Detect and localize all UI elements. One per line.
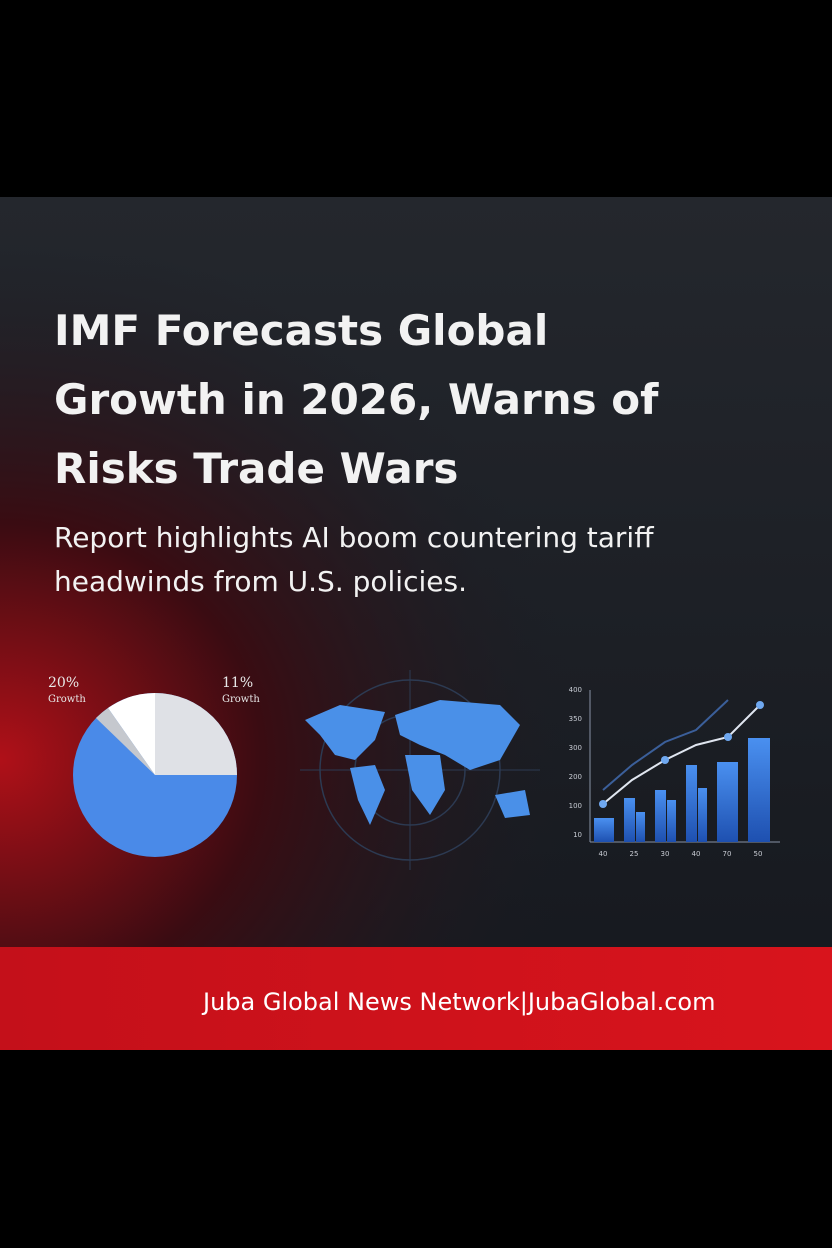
pie-label: Growth: [222, 694, 260, 705]
pie-slice: [155, 693, 237, 775]
axis-label: 10: [573, 831, 582, 839]
title-line: IMF Forecasts Global: [54, 306, 548, 355]
axis-label: 50: [754, 850, 763, 858]
world-map: [300, 670, 540, 870]
axis-label: 25: [630, 850, 639, 858]
title: IMF Forecasts Global Growth in 2026, War…: [54, 306, 659, 493]
title-line: Growth in 2026, Warns of: [54, 375, 659, 424]
axis-label: 30: [661, 850, 670, 858]
axis-label: 300: [569, 744, 582, 752]
pie-label: Growth: [48, 694, 86, 705]
pie: [73, 693, 237, 857]
pie-value: 11%: [222, 675, 253, 691]
title-line: Risks Trade Wars: [54, 444, 458, 493]
axis-label: 40: [599, 850, 608, 858]
pie-slice: [108, 693, 155, 775]
axis-label: 350: [569, 715, 582, 723]
axis-label: 40: [692, 850, 701, 858]
axis-label: 100: [569, 802, 582, 810]
axis-label: 200: [569, 773, 582, 781]
subtitle: Report highlights AI boom countering tar…: [54, 521, 654, 598]
subtitle-line: Report highlights AI boom countering tar…: [54, 521, 654, 554]
footer-text: Juba Global News Network|JubaGlobal.com: [201, 988, 716, 1016]
subtitle-line: headwinds from U.S. policies.: [54, 565, 467, 598]
axis-label: 400: [569, 686, 582, 694]
axis-label: 70: [723, 850, 732, 858]
pie-value: 20%: [48, 675, 79, 691]
bar-chart: 400 350 300 200 100 10 40 25 30 40 70 50: [569, 686, 780, 858]
footer-band: [0, 947, 832, 1050]
pie-labels: 20% Growth 11% Growth: [48, 675, 260, 705]
pie-slice: [96, 708, 155, 775]
